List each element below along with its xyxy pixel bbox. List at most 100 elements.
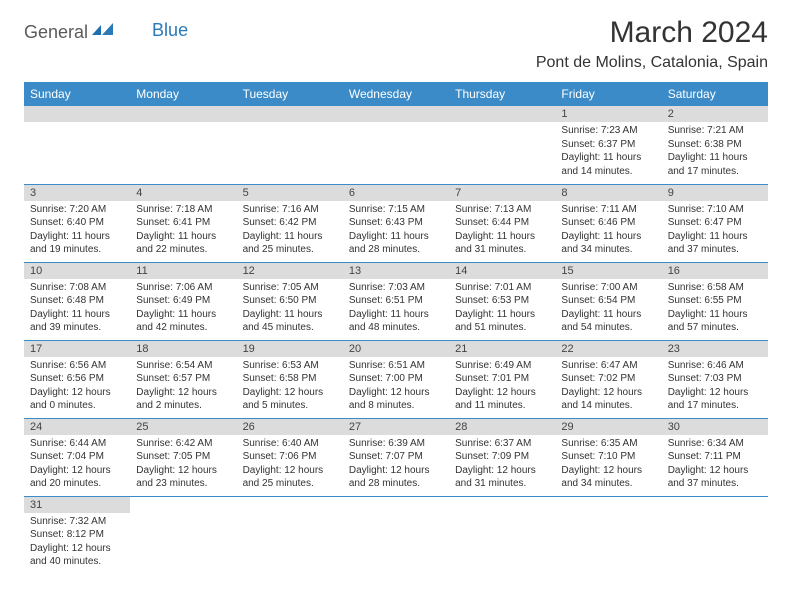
- day-details: Sunrise: 6:39 AMSunset: 7:07 PMDaylight:…: [343, 435, 449, 495]
- sunset: Sunset: 7:09 PM: [455, 450, 549, 464]
- daylight-line1: Daylight: 11 hours: [349, 230, 443, 244]
- calendar-week-row: 31Sunrise: 7:32 AMSunset: 8:12 PMDayligh…: [24, 496, 768, 574]
- location: Pont de Molins, Catalonia, Spain: [536, 54, 768, 72]
- sunset: Sunset: 6:43 PM: [349, 216, 443, 230]
- day-details: Sunrise: 7:23 AMSunset: 6:37 PMDaylight:…: [555, 122, 661, 182]
- day-details: Sunrise: 7:18 AMSunset: 6:41 PMDaylight:…: [130, 201, 236, 261]
- daylight-line2: and 40 minutes.: [30, 555, 124, 569]
- day-details: Sunrise: 6:46 AMSunset: 7:03 PMDaylight:…: [662, 357, 768, 417]
- weekday-header: Saturday: [662, 82, 768, 106]
- day-details: Sunrise: 6:42 AMSunset: 7:05 PMDaylight:…: [130, 435, 236, 495]
- day-number: 9: [662, 185, 768, 201]
- daylight-line1: Daylight: 11 hours: [561, 230, 655, 244]
- brand-part2: Blue: [152, 20, 188, 41]
- day-details: Sunrise: 7:11 AMSunset: 6:46 PMDaylight:…: [555, 201, 661, 261]
- sunrise: Sunrise: 7:16 AM: [243, 203, 337, 217]
- brand-logo: General Blue: [24, 22, 188, 43]
- day-number: 4: [130, 185, 236, 201]
- daylight-line2: and 28 minutes.: [349, 477, 443, 491]
- daylight-line2: and 34 minutes.: [561, 477, 655, 491]
- day-details: Sunrise: 6:58 AMSunset: 6:55 PMDaylight:…: [662, 279, 768, 339]
- day-details: Sunrise: 7:05 AMSunset: 6:50 PMDaylight:…: [237, 279, 343, 339]
- calendar-cell: 8Sunrise: 7:11 AMSunset: 6:46 PMDaylight…: [555, 184, 661, 262]
- day-details: Sunrise: 7:13 AMSunset: 6:44 PMDaylight:…: [449, 201, 555, 261]
- daylight-line2: and 31 minutes.: [455, 243, 549, 257]
- sunset: Sunset: 6:42 PM: [243, 216, 337, 230]
- daylight-line2: and 51 minutes.: [455, 321, 549, 335]
- daylight-line2: and 54 minutes.: [561, 321, 655, 335]
- day-details: Sunrise: 7:20 AMSunset: 6:40 PMDaylight:…: [24, 201, 130, 261]
- calendar-week-row: 24Sunrise: 6:44 AMSunset: 7:04 PMDayligh…: [24, 418, 768, 496]
- calendar-cell: 29Sunrise: 6:35 AMSunset: 7:10 PMDayligh…: [555, 418, 661, 496]
- daylight-line2: and 45 minutes.: [243, 321, 337, 335]
- daylight-line1: Daylight: 12 hours: [30, 542, 124, 556]
- calendar-cell: [343, 106, 449, 184]
- calendar-cell: 23Sunrise: 6:46 AMSunset: 7:03 PMDayligh…: [662, 340, 768, 418]
- sunset: Sunset: 6:46 PM: [561, 216, 655, 230]
- daylight-line2: and 48 minutes.: [349, 321, 443, 335]
- header: General Blue March 2024 Pont de Molins, …: [24, 16, 768, 72]
- calendar-cell: 9Sunrise: 7:10 AMSunset: 6:47 PMDaylight…: [662, 184, 768, 262]
- calendar-cell: [555, 496, 661, 574]
- daylight-line1: Daylight: 12 hours: [243, 386, 337, 400]
- daylight-line1: Daylight: 11 hours: [561, 151, 655, 165]
- day-number: 18: [130, 341, 236, 357]
- daylight-line1: Daylight: 11 hours: [136, 230, 230, 244]
- day-details: Sunrise: 6:34 AMSunset: 7:11 PMDaylight:…: [662, 435, 768, 495]
- weekday-header: Wednesday: [343, 82, 449, 106]
- weekday-header: Sunday: [24, 82, 130, 106]
- sunset: Sunset: 7:01 PM: [455, 372, 549, 386]
- sunrise: Sunrise: 6:39 AM: [349, 437, 443, 451]
- daylight-line2: and 2 minutes.: [136, 399, 230, 413]
- sunset: Sunset: 6:54 PM: [561, 294, 655, 308]
- day-details: Sunrise: 7:21 AMSunset: 6:38 PMDaylight:…: [662, 122, 768, 182]
- calendar-cell: [130, 106, 236, 184]
- calendar-cell: 5 Sunrise: 7:16 AMSunset: 6:42 PMDaylight…: [237, 184, 343, 262]
- daylight-line1: Daylight: 12 hours: [561, 464, 655, 478]
- daylight-line2: and 57 minutes.: [668, 321, 762, 335]
- calendar-cell: 17Sunrise: 6:56 AMSunset: 6:56 PMDayligh…: [24, 340, 130, 418]
- calendar-cell: [24, 106, 130, 184]
- daylight-line2: and 25 minutes.: [243, 243, 337, 257]
- daylight-line2: and 5 minutes.: [243, 399, 337, 413]
- title-block: March 2024 Pont de Molins, Catalonia, Sp…: [536, 16, 768, 72]
- calendar-cell: [449, 496, 555, 574]
- sunrise: Sunrise: 7:15 AM: [349, 203, 443, 217]
- daylight-line1: Daylight: 12 hours: [561, 386, 655, 400]
- day-details: Sunrise: 6:54 AMSunset: 6:57 PMDaylight:…: [130, 357, 236, 417]
- day-details: Sunrise: 6:44 AMSunset: 7:04 PMDaylight:…: [24, 435, 130, 495]
- sunrise: Sunrise: 7:21 AM: [668, 124, 762, 138]
- daylight-line2: and 42 minutes.: [136, 321, 230, 335]
- day-details: Sunrise: 7:08 AMSunset: 6:48 PMDaylight:…: [24, 279, 130, 339]
- daylight-line2: and 14 minutes.: [561, 399, 655, 413]
- daylight-line2: and 22 minutes.: [136, 243, 230, 257]
- sunrise: Sunrise: 7:10 AM: [668, 203, 762, 217]
- sunset: Sunset: 7:03 PM: [668, 372, 762, 386]
- daylight-line1: Daylight: 11 hours: [455, 230, 549, 244]
- daylight-line1: Daylight: 11 hours: [30, 308, 124, 322]
- daylight-line1: Daylight: 11 hours: [243, 308, 337, 322]
- daylight-line1: Daylight: 11 hours: [243, 230, 337, 244]
- day-number: 7: [449, 185, 555, 201]
- day-number: 31: [24, 497, 130, 513]
- day-number: 26: [237, 419, 343, 435]
- sunrise: Sunrise: 7:03 AM: [349, 281, 443, 295]
- day-number: 11: [130, 263, 236, 279]
- sunrise: Sunrise: 6:54 AM: [136, 359, 230, 373]
- day-number: 5: [237, 185, 343, 201]
- daylight-line2: and 11 minutes.: [455, 399, 549, 413]
- sunset: Sunset: 6:44 PM: [455, 216, 549, 230]
- daylight-line2: and 31 minutes.: [455, 477, 549, 491]
- sunrise: Sunrise: 6:51 AM: [349, 359, 443, 373]
- sunset: Sunset: 6:49 PM: [136, 294, 230, 308]
- calendar-week-row: 17Sunrise: 6:56 AMSunset: 6:56 PMDayligh…: [24, 340, 768, 418]
- day-details: Sunrise: 7:01 AMSunset: 6:53 PMDaylight:…: [449, 279, 555, 339]
- sunrise: Sunrise: 6:40 AM: [243, 437, 337, 451]
- daylight-line1: Daylight: 11 hours: [455, 308, 549, 322]
- brand-part1: General: [24, 22, 88, 43]
- day-details: Sunrise: 6:35 AMSunset: 7:10 PMDaylight:…: [555, 435, 661, 495]
- sunrise: Sunrise: 6:46 AM: [668, 359, 762, 373]
- weekday-header: Friday: [555, 82, 661, 106]
- day-number: 27: [343, 419, 449, 435]
- day-number: 14: [449, 263, 555, 279]
